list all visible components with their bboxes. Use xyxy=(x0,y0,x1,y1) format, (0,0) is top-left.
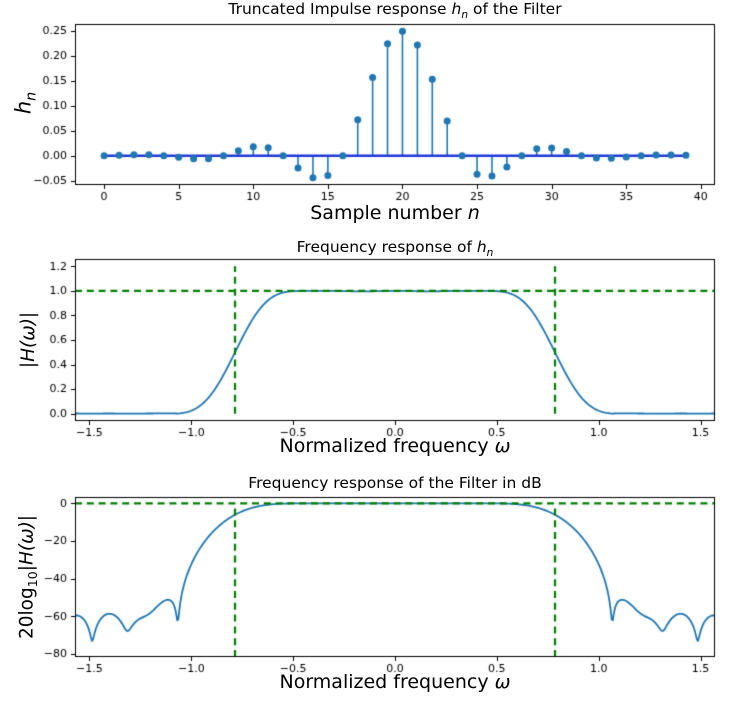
plot1-title-math: h xyxy=(451,0,462,18)
plot1-title-text: Truncated Impulse response xyxy=(228,0,452,18)
plot2-title: Frequency response of hn xyxy=(296,238,494,260)
plot2-ylabel: |H(ω)| xyxy=(17,311,39,369)
plot1-title: Truncated Impulse response hn of the Fil… xyxy=(228,0,562,22)
plot3-xlabel: Normalized frequency ω xyxy=(279,671,511,693)
plot1-title-sub: n xyxy=(461,9,469,22)
plot1-title-post: of the Filter xyxy=(468,0,562,18)
plot3-ylabel: 20log10|H(ω)| xyxy=(16,514,41,640)
plot2-xlabel: Normalized frequency ω xyxy=(279,435,511,457)
plot1-xlabel: Sample number n xyxy=(310,202,480,224)
plot3-title: Frequency response of the Filter in dB xyxy=(248,474,542,492)
plot1-ylabel: hn xyxy=(11,91,40,115)
